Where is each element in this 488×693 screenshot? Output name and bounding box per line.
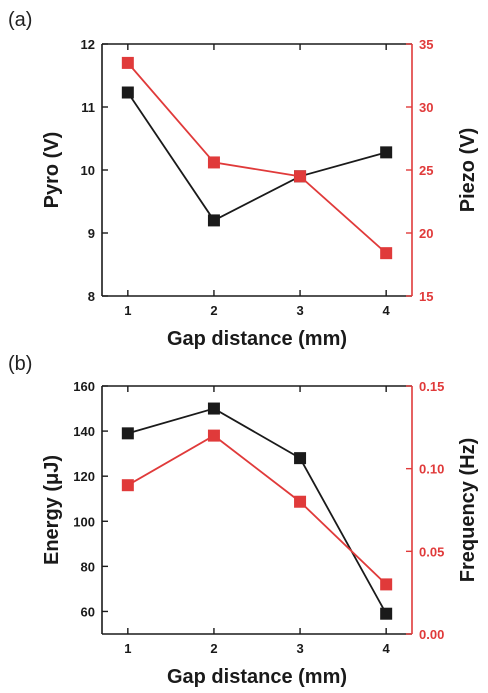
data-point-0	[207, 402, 220, 415]
data-point-0	[294, 452, 307, 465]
y-right-tick-label: 25	[419, 163, 433, 178]
x-tick-label: 1	[124, 641, 131, 656]
data-point-1	[207, 429, 220, 442]
y-right-tick-label: 30	[419, 100, 433, 115]
y-left-tick-label: 60	[81, 604, 95, 619]
data-point-1	[121, 479, 134, 492]
data-point-0	[380, 146, 393, 159]
y-left-axis-title: Energy (μJ)	[41, 455, 63, 565]
y-right-axis-title: Frequency (Hz)	[457, 438, 479, 582]
panel-a-label: (a)	[8, 9, 32, 31]
y-right-tick-label: 0.00	[419, 627, 444, 642]
y-right-tick-label: 35	[419, 37, 433, 52]
data-point-0	[121, 427, 134, 440]
x-tick-label: 2	[210, 641, 217, 656]
x-tick-label: 4	[383, 641, 391, 656]
series-line-0	[127, 92, 387, 222]
y-left-tick-label: 100	[73, 514, 95, 529]
y-left-tick-label: 11	[81, 100, 95, 115]
data-point-1	[294, 170, 307, 183]
y-left-tick-label: 160	[73, 379, 95, 394]
y-left-tick-label: 8	[88, 289, 95, 304]
y-right-axis-title: Piezo (V)	[457, 128, 479, 212]
x-tick-label: 2	[210, 303, 217, 318]
data-point-0	[207, 214, 220, 227]
y-left-tick-label: 9	[88, 226, 95, 241]
data-point-0	[380, 607, 393, 620]
x-tick-label: 3	[296, 303, 303, 318]
data-point-0	[121, 86, 134, 99]
y-left-tick-label: 12	[81, 37, 95, 52]
panel-b-chart: 1 2 3 4 60 80 100 120 140 160 0.00 0.05 0.10 0.15 Gap …	[41, 379, 479, 688]
y-left-tick-label: 120	[73, 469, 95, 484]
x-axis-title: Gap distance (mm)	[167, 328, 347, 350]
y-right-tick-label: 0.10	[419, 462, 444, 477]
data-point-1	[207, 156, 220, 169]
data-point-1	[294, 495, 307, 508]
y-left-tick-label: 80	[81, 559, 95, 574]
y-right-tick-label: 0.15	[419, 379, 444, 394]
x-axis-title: Gap distance (mm)	[167, 666, 347, 688]
series-line-1	[127, 62, 387, 254]
y-right-tick-label: 0.05	[419, 544, 444, 559]
x-tick-label: 3	[296, 641, 303, 656]
x-tick-label: 1	[124, 303, 131, 318]
y-left-tick-label: 140	[73, 424, 95, 439]
y-right-tick-label: 20	[419, 226, 433, 241]
y-left-tick-label: 10	[81, 163, 95, 178]
y-left-axis-title: Pyro (V)	[41, 132, 63, 209]
data-point-1	[121, 56, 134, 69]
y-right-tick-label: 15	[419, 289, 433, 304]
x-tick-label: 4	[383, 303, 391, 318]
data-point-1	[380, 578, 393, 591]
series-line-0	[127, 407, 387, 615]
panel-b-label: (b)	[8, 353, 32, 375]
series-line-1	[127, 434, 387, 586]
data-point-1	[380, 247, 393, 260]
